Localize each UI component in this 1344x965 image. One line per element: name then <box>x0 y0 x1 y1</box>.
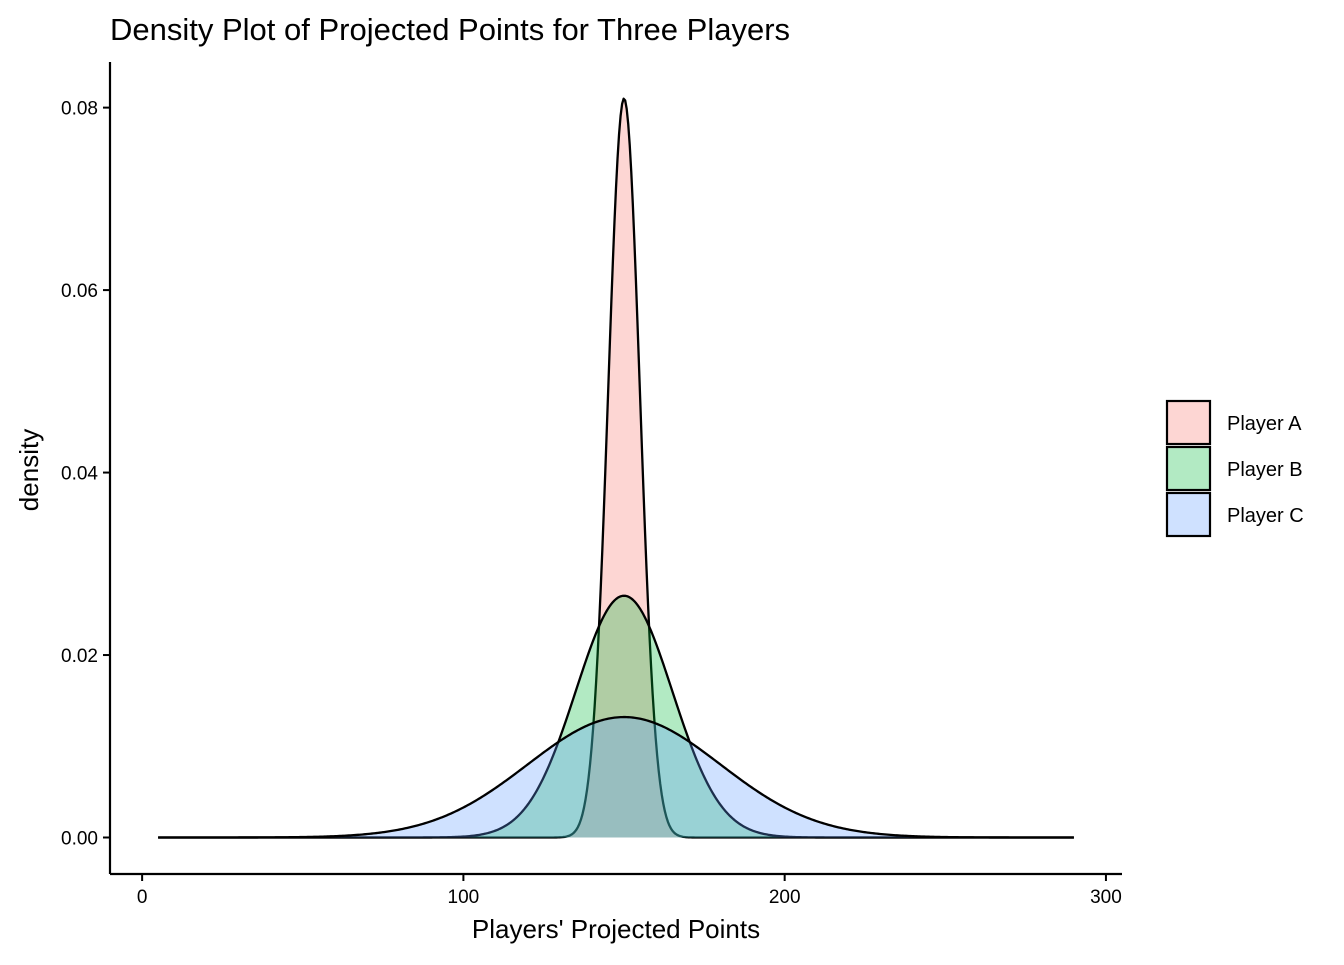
axes: 0 100 200 300 0.00 0.02 0.04 0.06 0.08 <box>61 62 1122 908</box>
x-tick-label: 200 <box>769 887 801 908</box>
y-tick-label: 0.00 <box>61 829 98 850</box>
x-axis-title: Players' Projected Points <box>472 914 760 944</box>
density-line-player-c <box>158 715 1074 839</box>
density-area-player-a <box>158 98 1074 838</box>
chart-title: Density Plot of Projected Points for Thr… <box>110 12 790 47</box>
y-tick-label: 0.04 <box>61 464 98 485</box>
legend-key-player-c <box>1165 491 1212 538</box>
density-areas <box>158 97 1074 839</box>
legend: Player A Player B Player C <box>1165 399 1304 538</box>
legend-label: Player A <box>1227 413 1302 435</box>
x-tick-label: 100 <box>448 887 480 908</box>
legend-label: Player B <box>1227 459 1303 481</box>
x-tick-label: 300 <box>1090 887 1122 908</box>
legend-key-player-a <box>1165 399 1212 446</box>
density-area-player-c <box>158 717 1074 838</box>
x-tick-label: 0 <box>137 887 148 908</box>
legend-label: Player C <box>1227 505 1304 527</box>
y-tick-label: 0.02 <box>61 646 98 667</box>
y-axis-title: density <box>14 429 44 511</box>
y-tick-label: 0.08 <box>61 99 98 120</box>
legend-key-player-b <box>1165 445 1212 492</box>
y-tick-label: 0.06 <box>61 281 98 302</box>
